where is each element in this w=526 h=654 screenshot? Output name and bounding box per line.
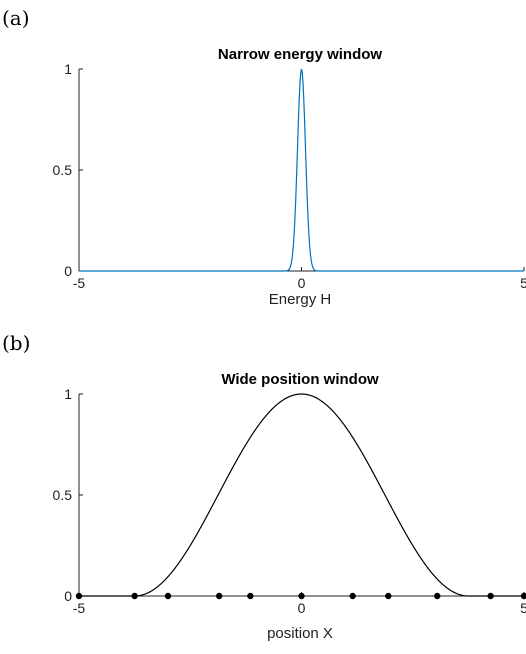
panel-a-x-tick-label: 5: [520, 275, 526, 291]
panel-b-data-point: [164, 592, 172, 600]
panel-b-x-tick-label: 5: [520, 600, 526, 616]
panel-b-data-point: [298, 592, 305, 600]
panel-b-series-line: [79, 393, 524, 597]
panel-a-y-tick-label: 0: [64, 263, 72, 279]
panel-a-x-tick-label: 0: [298, 275, 306, 291]
panel-a-x-tick-label: -5: [73, 275, 86, 291]
panel-b-data-point: [349, 592, 356, 600]
panel-b-y-tick-label: 1: [64, 386, 72, 402]
panel-b-data-point: [487, 592, 494, 600]
panel-b-x-tick-label: -5: [73, 600, 86, 616]
panel-b-ticks: -5 0 500.51: [53, 386, 526, 616]
panel-a-title: Narrow energy window: [218, 46, 383, 63]
panel-b-label: (b): [2, 331, 30, 355]
panel-b-data-point: [247, 592, 254, 600]
panel-b-data-point: [385, 592, 392, 600]
panel-b-x-label: position X: [267, 625, 333, 642]
panel-a-ticks: -5 0 500.51: [53, 61, 526, 291]
panel-b-points: [75, 592, 526, 600]
panel-a: (a) Narrow energy window -5 0 500.51 Energ…: [2, 6, 526, 308]
panel-b: (b) Wide position window -5 0 500.51 posit…: [2, 331, 526, 642]
panel-a-axes: [78, 69, 524, 272]
panel-b-axes: [78, 394, 524, 597]
panel-b-data-point: [215, 592, 223, 600]
panel-b-data-point: [75, 592, 83, 600]
panel-b-x-tick-label: 0: [298, 600, 306, 616]
panel-b-data-point: [434, 592, 441, 600]
panel-a-y-tick-label: 0.5: [53, 162, 73, 178]
panel-a-y-tick-label: 1: [64, 61, 72, 77]
panel-b-data-point: [131, 592, 138, 600]
panel-a-label: (a): [2, 6, 30, 30]
panel-a-x-label: Energy H: [269, 291, 332, 308]
panel-b-data-point: [520, 592, 526, 600]
panel-b-y-tick-label: 0: [64, 588, 72, 604]
panel-b-y-tick-label: 0.5: [53, 487, 73, 503]
panel-a-series-line: [79, 68, 524, 272]
panel-b-title: Wide position window: [221, 371, 379, 388]
